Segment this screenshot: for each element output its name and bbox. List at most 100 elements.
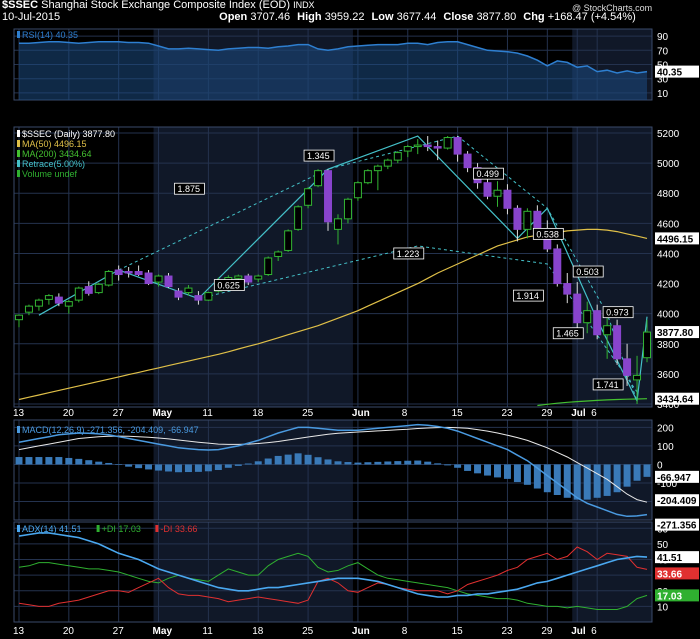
value-tag-text: 17.03 (657, 591, 682, 602)
retrace-ratio-box (303, 149, 335, 162)
candle-body (294, 206, 303, 230)
candle-body (54, 296, 63, 304)
legend-text: RSI(14) 40.35 (22, 30, 78, 40)
macd-hist-bar (474, 464, 482, 474)
candle-body (453, 137, 462, 155)
value-tag (655, 551, 699, 564)
legend-swatch (17, 170, 20, 177)
retrace-ratio-label: 1.875 (177, 184, 200, 194)
candle-body (144, 272, 153, 285)
y-tick-label-macd: -100 (657, 479, 677, 490)
macd-hist-bar (264, 458, 272, 465)
retrace-ratio-label: 1.223 (397, 249, 420, 259)
candle-body (463, 153, 472, 169)
macd-hist-bar (623, 464, 631, 487)
macd-hist-bar (344, 462, 352, 465)
x-tick-label: 20 (63, 626, 75, 637)
candle-body (84, 286, 93, 294)
value-tag (655, 494, 699, 507)
value-tag-text: 4496.15 (657, 234, 694, 245)
value-tag-text: -204.409 (657, 496, 697, 507)
value-tag-text: 3434.64 (657, 395, 694, 406)
retrace-ratio-box (512, 289, 544, 302)
macd-hist-bar (184, 464, 192, 473)
macd-hist-bar (194, 464, 202, 472)
x-tick-label: 13 (13, 626, 25, 637)
chart-header: $SSEC Shanghai Stock Exchange Composite … (2, 0, 315, 11)
value-tag (655, 470, 699, 483)
legend-swatch (17, 150, 20, 157)
x-tick-label: 20 (63, 408, 75, 419)
macd-hist-bar (35, 457, 43, 465)
x-tick-label: 23 (501, 626, 513, 637)
macd-hist-bar (434, 463, 442, 465)
macd-hist-bar (85, 460, 93, 465)
macd-hist-bar (414, 460, 422, 465)
candle-body (383, 159, 392, 167)
candle-body (94, 283, 103, 294)
macd-hist-bar (394, 461, 402, 465)
candle-body (353, 182, 362, 199)
candle-body (513, 207, 522, 230)
y-tick-label-macd: 200 (657, 423, 674, 434)
chg-label: Chg (523, 11, 545, 23)
candle-body (184, 287, 193, 294)
retrace-ratio-label: 1.741 (596, 380, 619, 390)
macd-hist-bar (105, 462, 113, 465)
index-name: Shanghai Stock Exchange Composite Index … (41, 0, 290, 11)
candle-body (563, 283, 572, 295)
candle-body (343, 198, 352, 220)
retrace-ratio-box (592, 378, 624, 391)
legend-text: $SSEC (Daily) 3877.80 (22, 129, 115, 139)
value-tag (655, 567, 699, 580)
macd-hist-bar (503, 464, 511, 479)
macd-hist-bar (304, 454, 312, 465)
legend-text: MACD(12,26,9) -271.356, -204.409, -66.94… (22, 425, 199, 435)
value-tag-text: 41.51 (657, 553, 682, 564)
open-value: 3707.46 (250, 11, 291, 23)
value-tag (655, 232, 699, 245)
macd-hist-bar (533, 464, 541, 489)
macd-hist-bar (374, 461, 382, 465)
x-tick-label: 8 (402, 408, 408, 419)
x-tick-label: 15 (452, 408, 464, 419)
macd-hist-bar (95, 461, 103, 465)
candle-body (433, 146, 442, 149)
candle-body (124, 271, 133, 274)
macd-hist-bar (254, 461, 262, 465)
macd-hist-bar (454, 464, 462, 468)
retrace-ratio-label: 1.914 (516, 291, 539, 301)
value-tag (655, 326, 699, 339)
retrace-ratio-label: 0.973 (606, 308, 629, 318)
y-tick-label-rsi: 90 (657, 32, 669, 43)
candle-body (523, 210, 532, 230)
x-tick-label: 27 (113, 626, 125, 637)
candle-body (553, 248, 562, 285)
macd-hist-bar (384, 461, 392, 465)
macd-signal-line (18, 426, 648, 503)
adx-line (18, 532, 648, 598)
macd-hist-bar (75, 458, 83, 465)
candle-body (603, 325, 612, 336)
macd-hist-bar (15, 457, 23, 465)
candle-body (573, 293, 582, 324)
watermark: @ StockCharts.com (572, 3, 653, 13)
y-tick-label-adx: 50 (657, 540, 669, 551)
x-tick-label: 25 (302, 626, 314, 637)
macd-hist-bar (244, 463, 252, 465)
x-tick-label: 11 (202, 626, 213, 637)
macd-hist-bar (55, 457, 63, 465)
macd-hist-bar (354, 462, 362, 465)
x-tick-label: 6 (591, 408, 597, 419)
value-tag (655, 65, 699, 78)
legend-text: +DI 17.03 (102, 524, 141, 534)
month-shade-price (153, 127, 353, 407)
candle-body (533, 210, 542, 229)
y-tick-label-price: 3800 (657, 340, 680, 351)
retrace-ratio-label: 0.503 (576, 267, 599, 277)
macd-hist-bar (633, 464, 641, 481)
macd-hist-bar (125, 464, 133, 467)
ma200-line (537, 398, 648, 407)
x-tick-label: 18 (252, 408, 264, 419)
